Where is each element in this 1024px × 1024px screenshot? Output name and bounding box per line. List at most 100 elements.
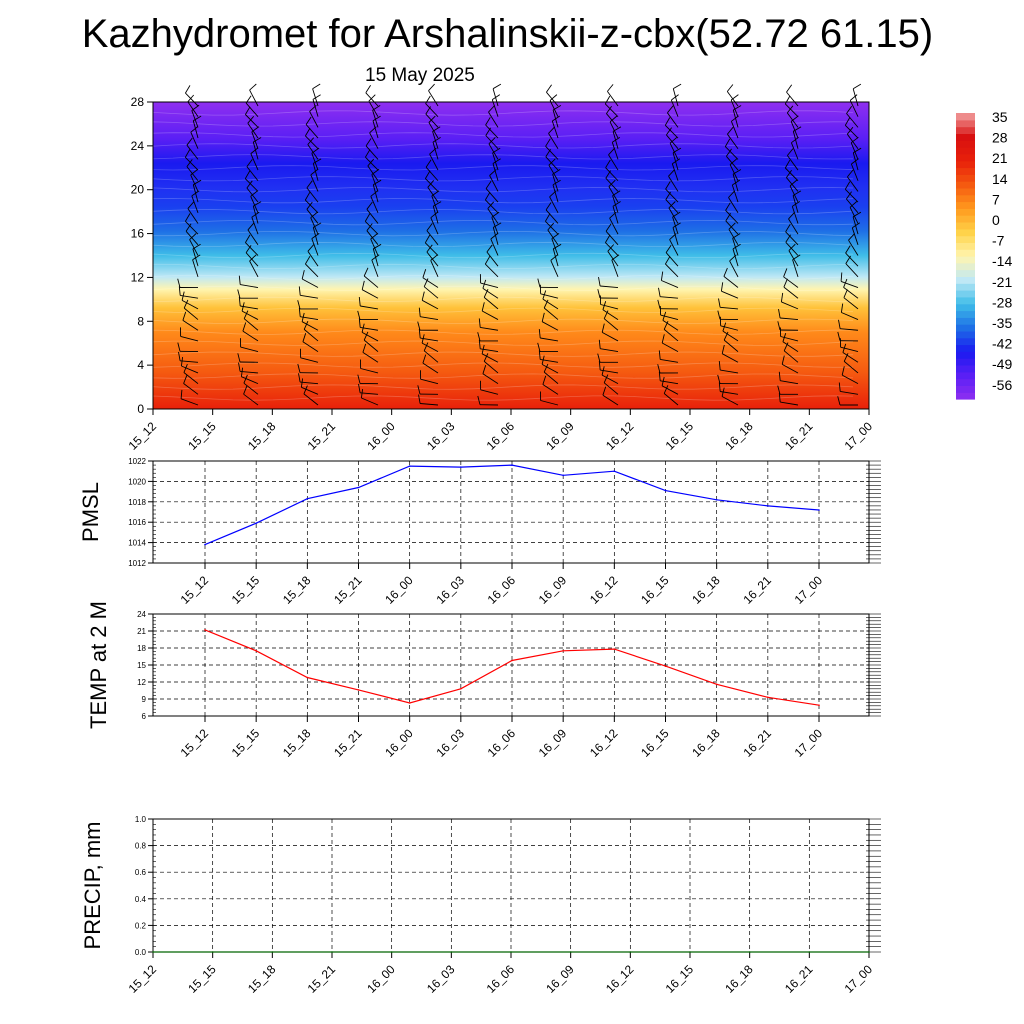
wind-barb-shaft (540, 358, 559, 363)
wind-barb-flag (727, 126, 734, 135)
wind-barb-flag (245, 106, 251, 115)
wind-barb-shaft (371, 259, 379, 278)
wind-barb-flag (430, 211, 439, 219)
precip-panel-ytick-label: 1.0 (135, 815, 147, 824)
colorbar-band (956, 187, 975, 196)
pmsl-panel-ytick-label: 1014 (128, 539, 146, 548)
heatmap-ytick-label: 12 (131, 270, 145, 284)
wind-barb-shaft (720, 369, 739, 374)
wind-barb-flag (246, 159, 253, 167)
temp-panel-xtick-label: 16_00 (382, 726, 416, 760)
wind-barb-flag (481, 302, 485, 312)
heatmap-ytick-label: 0 (137, 402, 144, 416)
wind-barb-shaft (246, 166, 259, 182)
wind-barb-shaft (484, 263, 499, 278)
pmsl-panel-ytick-label: 1022 (128, 457, 146, 466)
wind-barb-flag (237, 289, 241, 299)
precip-panel-xtick-label: 15_21 (305, 962, 339, 996)
wind-barb-flag (183, 299, 189, 309)
pmsl-panel-xtick-label: 16_09 (536, 573, 570, 607)
colorbar-label: 14 (992, 171, 1008, 187)
wind-barb-flag (177, 342, 181, 352)
wind-barb-shaft (252, 141, 259, 160)
wind-barb-shaft (783, 286, 799, 299)
wind-barb-shaft (664, 124, 679, 139)
precip-panel-xtick-label: 16_03 (424, 962, 458, 996)
wind-barb-flag (242, 322, 247, 332)
wind-barb-shaft (783, 276, 799, 288)
wind-barb-shaft (245, 114, 259, 128)
wind-barb-shaft (366, 209, 379, 224)
wind-barb-shaft (728, 229, 739, 246)
wind-barb-shaft (849, 100, 859, 117)
wind-barb-flag (845, 245, 851, 254)
wind-barb-shaft (727, 133, 739, 149)
wind-barb-flag (784, 95, 791, 105)
wind-barb-flag (244, 170, 251, 179)
temp-panel-xtick-label: 17_00 (792, 726, 826, 760)
wind-barb-shaft (421, 342, 439, 353)
pmsl-panel-data-point (306, 497, 309, 500)
pmsl-panel-xtick-label: 16_00 (382, 573, 416, 607)
wind-barb-flag (433, 201, 442, 207)
wind-barb-shaft (249, 260, 259, 278)
wind-barb-flag (249, 83, 257, 91)
wind-barb-flag (417, 385, 421, 395)
wind-barb-flag (477, 332, 481, 342)
wind-barb-shaft (600, 304, 619, 310)
wind-barb-flag (363, 331, 369, 341)
temp-panel-data-point (664, 665, 667, 667)
wind-barb-shaft (365, 145, 379, 160)
wind-barb-shaft (731, 184, 739, 203)
wind-barb-flag (603, 374, 609, 383)
wind-barb-flag (791, 136, 799, 144)
wind-barb-flag (784, 159, 791, 169)
wind-barb-flag (724, 138, 731, 147)
wind-barb-shaft (723, 339, 739, 352)
wind-barb-shaft (432, 141, 439, 160)
wind-barb-flag (193, 115, 202, 122)
wind-barb-flag (542, 375, 547, 385)
wind-barb-shaft (600, 369, 619, 374)
wind-barb-shaft (192, 120, 199, 139)
wind-barb-flag (658, 350, 661, 360)
wind-barb-shaft (672, 216, 679, 235)
colorbar-band (956, 317, 975, 325)
wind-barb-shaft (363, 275, 379, 288)
wind-barb-shaft (181, 365, 199, 374)
colorbar-band (956, 303, 975, 312)
wind-barb-flag (366, 201, 373, 210)
wind-barb-shaft (600, 348, 619, 353)
heatmap-xtick-label: 16_09 (543, 419, 577, 453)
wind-barb-shaft (485, 124, 499, 139)
heatmap-ytick-label: 24 (131, 139, 145, 153)
wind-barb-flag (305, 116, 312, 125)
wind-barb-shaft (603, 382, 619, 395)
wind-barb-shaft (668, 175, 679, 192)
precip-panel-xtick-label: 16_15 (663, 962, 697, 996)
wind-barb-flag (781, 355, 785, 365)
wind-barb-flag (190, 168, 198, 176)
temp-panel-data-point (408, 702, 411, 704)
wind-barb-shaft (786, 91, 799, 107)
wind-barb-shaft (247, 122, 259, 139)
wind-barb-flag (180, 357, 184, 367)
wind-barb-shaft (846, 198, 859, 214)
wind-barb-shaft (432, 131, 439, 149)
wind-barb-shaft (784, 103, 799, 117)
wind-barb-flag (488, 137, 496, 145)
wind-barb-flag (250, 190, 258, 197)
wind-barb-shaft (720, 306, 739, 310)
pmsl-panel-data-point (613, 470, 616, 473)
wind-barb-flag (423, 278, 429, 287)
wind-barb-shaft (180, 335, 199, 342)
wind-barb-flag (305, 127, 311, 137)
wind-barb-shaft (180, 398, 199, 406)
wind-barb-shaft (360, 326, 379, 331)
wind-barb-shaft (840, 328, 859, 331)
wind-barb-flag (672, 158, 681, 165)
wind-barb-flag (777, 321, 781, 331)
wind-barb-shaft (661, 385, 679, 395)
wind-barb-shaft (191, 110, 199, 128)
temp-panel-xtick-label: 15_18 (280, 726, 314, 760)
